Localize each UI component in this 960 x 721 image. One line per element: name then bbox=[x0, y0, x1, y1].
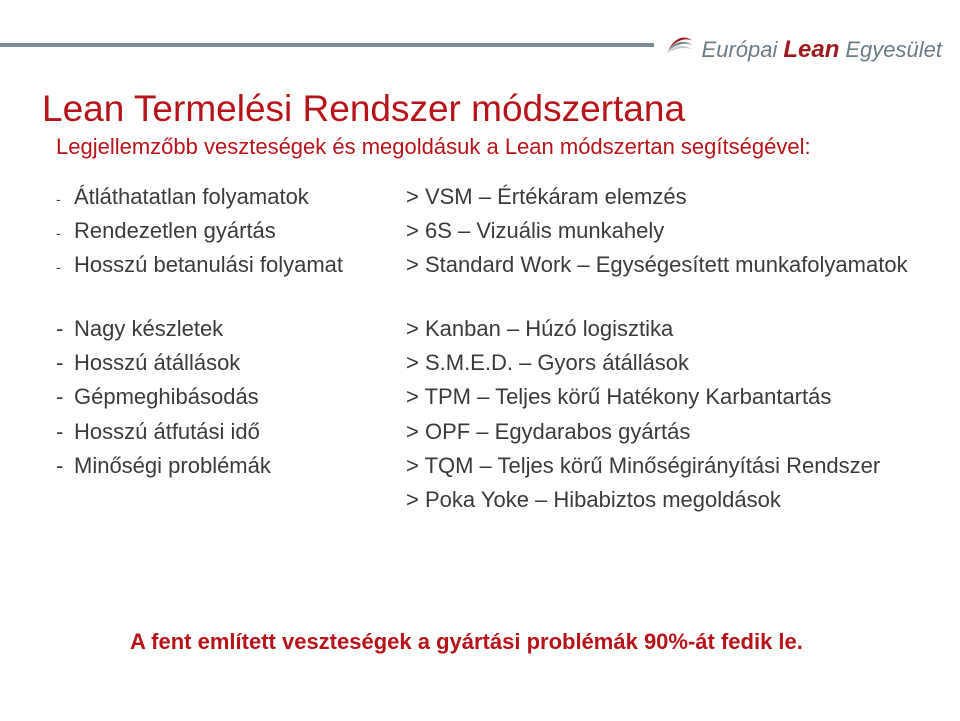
list-item: > Poka Yoke – Hibabiztos megoldások bbox=[406, 483, 920, 517]
left-column: -Átláthatatlan folyamatok -Rendezetlen g… bbox=[56, 180, 406, 517]
logo-word-1: Európai bbox=[702, 37, 778, 63]
header-divider-line bbox=[0, 43, 654, 47]
list-item-label: Átláthatatlan folyamatok bbox=[74, 180, 309, 214]
footer-statement: A fent említett veszteségek a gyártási p… bbox=[130, 629, 803, 655]
list-item: -Hosszú átfutási idő bbox=[56, 415, 406, 449]
list-item-label: Hosszú átállások bbox=[74, 346, 240, 380]
slide-subtitle: Legjellemzőbb veszteségek és megoldásuk … bbox=[56, 134, 811, 160]
list-item: > S.M.E.D. – Gyors átállások bbox=[406, 346, 920, 380]
list-item: > OPF – Egydarabos gyártás bbox=[406, 415, 920, 449]
right-group-1: > VSM – Értékáram elemzés > 6S – Vizuáli… bbox=[406, 180, 920, 282]
list-item: > Kanban – Húzó logisztika bbox=[406, 312, 920, 346]
logo-word-2: Lean bbox=[783, 36, 839, 64]
slide: Európai Lean Egyesület Lean Termelési Re… bbox=[0, 0, 960, 721]
list-item-label: Hosszú átfutási idő bbox=[74, 415, 260, 449]
list-item: -Minőségi problémák bbox=[56, 449, 406, 483]
content-columns: -Átláthatatlan folyamatok -Rendezetlen g… bbox=[56, 180, 920, 517]
list-item-label: Rendezetlen gyártás bbox=[74, 214, 276, 248]
right-column: > VSM – Értékáram elemzés > 6S – Vizuáli… bbox=[406, 180, 920, 517]
list-item-label: Gépmeghibásodás bbox=[74, 380, 259, 414]
logo-word-3: Egyesület bbox=[845, 37, 942, 63]
header-bar: Európai Lean Egyesület bbox=[0, 20, 960, 70]
logo: Európai Lean Egyesület bbox=[664, 27, 942, 64]
list-item: -Hosszú átállások bbox=[56, 346, 406, 380]
logo-swoosh-icon bbox=[664, 27, 694, 57]
list-item: -Gépmeghibásodás bbox=[56, 380, 406, 414]
list-item-label: Minőségi problémák bbox=[74, 449, 271, 483]
list-item: > 6S – Vizuális munkahely bbox=[406, 214, 920, 248]
list-item: > TPM – Teljes körű Hatékony Karbantartá… bbox=[406, 380, 920, 414]
list-item: > TQM – Teljes körű Minőségirányítási Re… bbox=[406, 449, 920, 483]
slide-title: Lean Termelési Rendszer módszertana bbox=[42, 88, 685, 130]
list-item-label: Nagy készletek bbox=[74, 312, 223, 346]
list-item: > VSM – Értékáram elemzés bbox=[406, 180, 920, 214]
right-group-2: > Kanban – Húzó logisztika > S.M.E.D. – … bbox=[406, 312, 920, 517]
left-group-1: -Átláthatatlan folyamatok -Rendezetlen g… bbox=[56, 180, 406, 282]
list-item: -Átláthatatlan folyamatok bbox=[56, 180, 406, 214]
list-item: -Rendezetlen gyártás bbox=[56, 214, 406, 248]
left-group-2: -Nagy készletek -Hosszú átállások -Gépme… bbox=[56, 312, 406, 482]
list-item: -Hosszú betanulási folyamat bbox=[56, 248, 406, 282]
list-item: -Nagy készletek bbox=[56, 312, 406, 346]
list-item-label: Hosszú betanulási folyamat bbox=[74, 248, 343, 282]
list-item: > Standard Work – Egységesített munkafol… bbox=[406, 248, 920, 282]
